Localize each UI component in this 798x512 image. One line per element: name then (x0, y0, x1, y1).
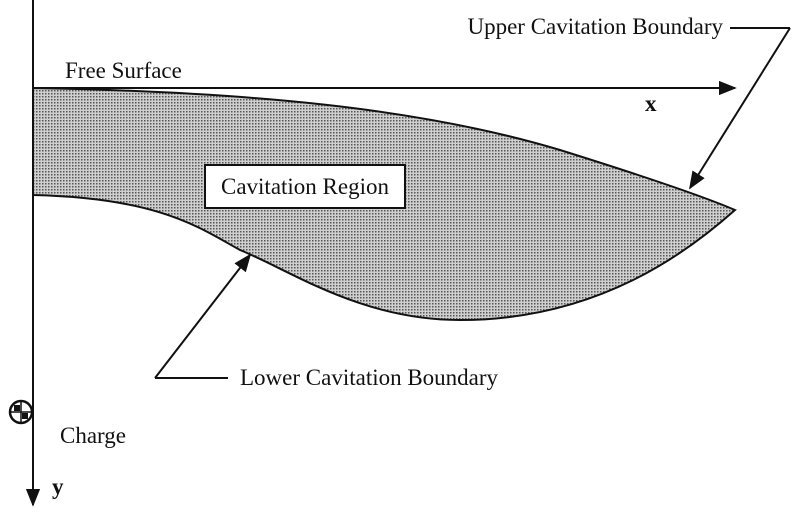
charge-symbol (8, 399, 34, 425)
free-surface-label: Free Surface (65, 58, 182, 83)
lower-arrow (154, 253, 252, 379)
charge-label: Charge (60, 423, 126, 448)
region-label: Cavitation Region (221, 174, 390, 199)
region-box (204, 164, 406, 209)
x-axis-label: x (645, 91, 657, 116)
upper-boundary-label: Upper Cavitation Boundary (467, 14, 723, 39)
upper-arrow (689, 27, 791, 190)
lower-boundary-label: Lower Cavitation Boundary (240, 365, 499, 390)
y-axis-label: y (52, 474, 64, 499)
